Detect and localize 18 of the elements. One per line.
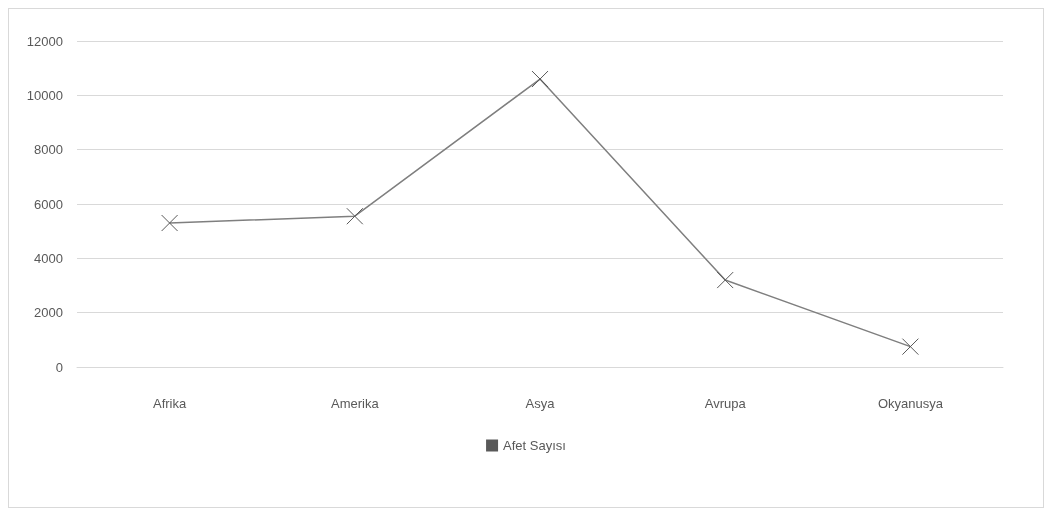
point — [901, 338, 919, 356]
point — [531, 70, 549, 88]
x-tick-label: Asya — [525, 396, 556, 411]
point — [161, 214, 179, 232]
x-tick-label: Okyanusya — [877, 396, 944, 411]
y-tick-label: 8000 — [34, 142, 63, 158]
y-tick-label: 0 — [55, 359, 63, 375]
y-tick-label: 6000 — [34, 196, 63, 212]
x-tick-label: Avrupa — [704, 396, 747, 411]
y-tick-label: 4000 — [34, 250, 63, 266]
x-tick-label: Amerika — [330, 396, 380, 411]
y-tick-label: 12000 — [26, 33, 63, 49]
legend-label: Afet Sayısı — [503, 438, 566, 453]
point — [346, 207, 364, 225]
point — [716, 271, 734, 289]
x-tick-label: Afrika — [152, 396, 187, 411]
y-tick-label: 10000 — [26, 87, 63, 103]
y-tick-label: 2000 — [34, 305, 63, 321]
